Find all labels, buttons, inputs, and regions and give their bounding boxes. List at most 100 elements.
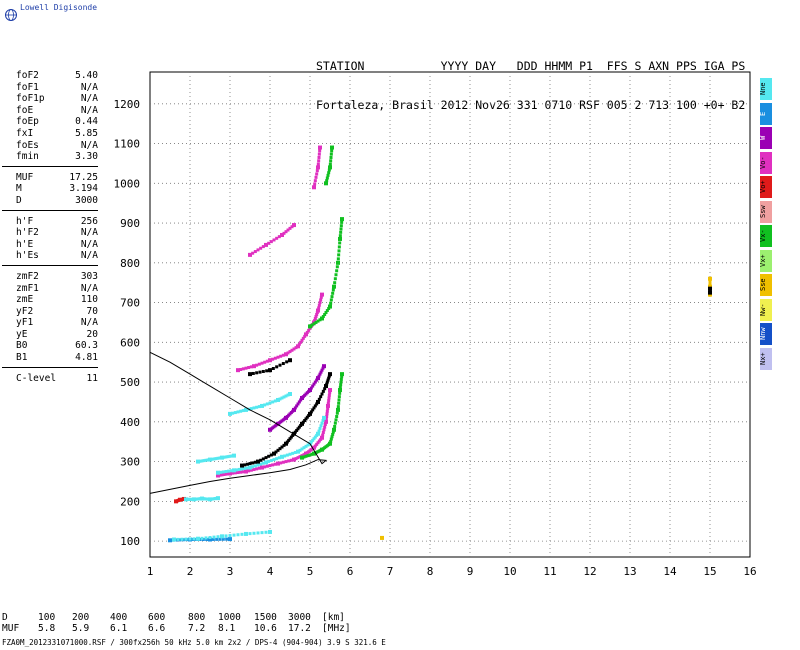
- x-tick-label: 4: [267, 565, 274, 578]
- param-name: yF1: [16, 317, 34, 329]
- echo-point: [316, 165, 320, 170]
- echo-point: [228, 411, 232, 416]
- echo-point: [265, 402, 269, 406]
- echo-point: [255, 371, 259, 375]
- echo-point: [327, 393, 331, 397]
- x-tick-label: 11: [543, 565, 556, 578]
- echo-point: [314, 320, 318, 324]
- echo-point: [249, 468, 253, 472]
- echo-point: [320, 292, 324, 297]
- echo-point: [271, 400, 275, 404]
- echo-point: [284, 352, 288, 357]
- echo-point: [285, 360, 289, 364]
- mode-legend-item: Vx-: [760, 225, 772, 247]
- echo-point: [335, 411, 339, 415]
- param-row: B0 60.3: [2, 340, 98, 352]
- echo-point: [284, 394, 288, 398]
- echo-point: [322, 364, 326, 369]
- echo-point: [216, 496, 220, 501]
- echo-point: [228, 534, 232, 538]
- echo-point: [316, 399, 320, 404]
- echo-point: [271, 357, 275, 361]
- echo-point: [293, 451, 297, 455]
- echo-point: [249, 365, 253, 369]
- echo-point: [313, 318, 317, 322]
- echo-point: [335, 415, 339, 419]
- mode-legend-item: Nw-: [760, 298, 772, 321]
- echo-point: [257, 466, 261, 470]
- param-name: yE: [16, 328, 28, 340]
- echo-point: [296, 456, 300, 460]
- echo-point: [326, 401, 330, 405]
- table-cell: 7.2: [188, 623, 206, 634]
- y-tick-label: 1000: [114, 177, 141, 190]
- echo-point: [305, 415, 309, 419]
- echo-point: [304, 444, 308, 448]
- echo-point: [312, 445, 316, 450]
- echo-point: [243, 463, 247, 467]
- echo-point: [316, 376, 320, 381]
- param-value: 256: [80, 215, 98, 227]
- echo-point: [263, 360, 267, 364]
- echo-point: [247, 366, 251, 370]
- echo-point: [317, 429, 321, 433]
- echo-point: [269, 453, 273, 457]
- echo-point: [243, 466, 247, 470]
- echo-point: [338, 241, 342, 245]
- echo-point: [312, 406, 316, 410]
- echo-point: [232, 453, 236, 458]
- echo-point: [282, 395, 286, 399]
- echo-point: [320, 421, 324, 425]
- echo-point: [216, 456, 220, 460]
- echo-point: [334, 273, 338, 277]
- echo-point: [267, 454, 271, 458]
- echo-point: [326, 173, 330, 177]
- param-row: zmF2 303: [2, 271, 98, 283]
- echo-point: [248, 465, 252, 470]
- echo-point: [239, 367, 243, 371]
- echo-point: [260, 465, 264, 470]
- echo-point: [255, 405, 259, 409]
- table-cell: 10.6: [254, 623, 277, 634]
- station-header: STATION YYYY DAY DDD HHMM P1 FFS S AXN P…: [316, 34, 745, 125]
- echo-point: [324, 311, 328, 315]
- param-value: 3.194: [69, 183, 98, 195]
- param-name: B1: [16, 352, 28, 364]
- echo-point: [334, 418, 338, 422]
- echo-point: [261, 369, 265, 373]
- echo-point: [251, 465, 255, 469]
- echo-point: [314, 175, 318, 179]
- echo-point: [264, 242, 268, 247]
- param-name: D: [16, 194, 22, 206]
- echo-point: [324, 419, 328, 424]
- param-name: foEs: [16, 139, 39, 151]
- echo-point: [310, 323, 314, 327]
- echo-point: [236, 410, 240, 414]
- echo-point: [241, 470, 245, 474]
- echo-point: [286, 351, 290, 355]
- echo-point: [198, 459, 202, 463]
- echo-point: [263, 403, 267, 407]
- echo-point: [317, 374, 321, 378]
- echo-point: [315, 313, 319, 316]
- echo-point: [255, 363, 259, 367]
- mode-legend-item: Vo+: [760, 176, 772, 198]
- echo-point: [337, 395, 341, 399]
- x-tick-label: 1: [147, 565, 154, 578]
- echo-point: [306, 454, 310, 458]
- param-separator: [2, 264, 98, 268]
- echo-point: [273, 462, 277, 466]
- echo-point: [329, 298, 333, 302]
- echo-point: [330, 295, 334, 299]
- echo-point: [321, 389, 325, 393]
- param-row: M 3.194: [2, 183, 98, 195]
- echo-point: [311, 384, 315, 388]
- echo-point: [333, 424, 337, 428]
- mode-legend-item: Sse: [760, 274, 772, 296]
- echo-point: [210, 457, 214, 461]
- echo-point: [280, 396, 284, 400]
- y-tick-label: 300: [120, 456, 140, 469]
- echo-point: [268, 368, 272, 373]
- table-cell: 1500: [254, 612, 277, 623]
- echo-point: [251, 461, 255, 465]
